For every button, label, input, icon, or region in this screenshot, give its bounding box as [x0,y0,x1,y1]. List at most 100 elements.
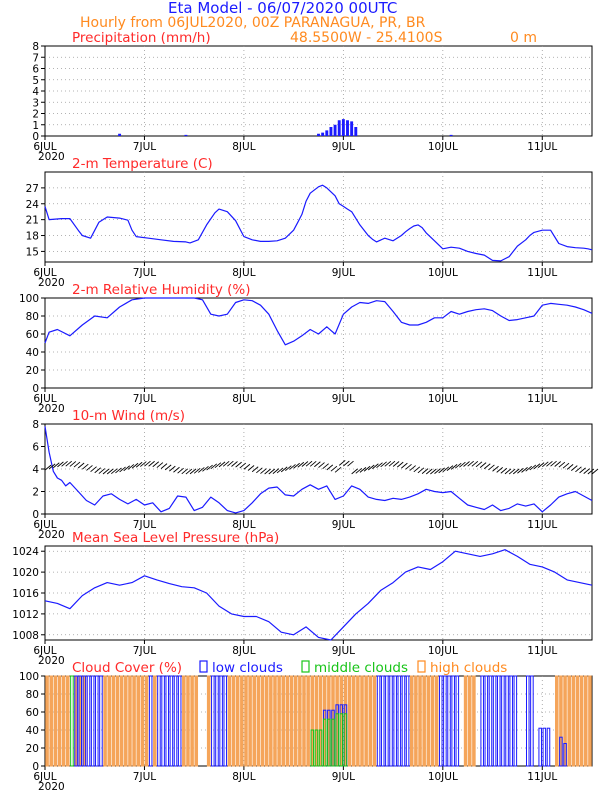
low-clouds-bar [538,727,542,767]
low-clouds-bar [397,675,402,767]
x-tick-sublabel: 2020 [38,403,65,415]
wind-barb [52,462,60,469]
low-clouds-bar [380,675,385,767]
high-clouds-bar [111,675,116,767]
wind-barb [206,464,213,471]
high-clouds-bar [472,675,476,767]
wind-barb [500,467,508,474]
x-tick-label: 11JUL [527,267,557,279]
wind-barb [181,468,189,475]
x-tick-label: 9JUL [332,519,355,531]
wind-barb [227,460,234,467]
precip-bar [337,120,341,136]
wind-barb [512,468,520,475]
wind-barb [82,463,89,470]
x-tick-label: 8JUL [232,771,255,783]
low-clouds-bar [447,675,451,767]
temperature-panel: 15 18 21 24 27 6JUL2020 7JUL 8JUL 9JUL 10JUL 11JUL… [26,156,593,289]
y-tick-label: 2 [32,109,39,121]
y-tick-label: 27 [26,183,39,195]
wind-barb [57,461,64,468]
high-clouds-bar [140,675,145,767]
x-tick-label: 8JUL [232,645,255,657]
high-clouds-bar [66,675,70,767]
wind-barb [214,462,222,469]
wind-barb [156,462,164,468]
y-tick-label: 6 [32,442,39,454]
high-clouds-bar [264,675,269,767]
y-tick-label: 4 [32,464,39,476]
high-clouds-bar [360,675,364,767]
high-clouds-bar [182,675,186,767]
header-elevation: 0 m [510,30,537,46]
y-tick-label: 1020 [12,567,39,579]
precip-bar [350,121,354,136]
y-tick-label: 80 [26,311,39,323]
wind-barb [446,465,454,471]
wind-barb [231,461,238,467]
wind-barb [98,468,106,474]
wind-barb [421,468,429,474]
wind-barb [152,461,160,468]
low-clouds-bar [513,675,518,767]
high-clouds-bar [49,675,53,767]
high-clouds-bar [244,675,248,767]
high-clouds-bar [293,675,298,767]
high-clouds-bar [414,675,418,767]
wind-barb [314,461,321,468]
x-tick-label: 6JUL [33,519,56,531]
wind-barb [396,461,404,468]
high-clouds-bar [269,675,273,767]
y-tick-label: 60 [26,707,39,719]
wind-barb [164,464,172,471]
wind-barb [347,460,354,467]
wind-barb [591,468,599,475]
y-tick-label: 0 [32,509,39,521]
high-clouds-bar [57,675,62,767]
wind-barb [425,468,433,475]
wind-barb [202,465,209,472]
high-clouds-bar [285,675,290,767]
low-clouds-bar [505,675,509,767]
middle-clouds-bar [327,718,331,767]
high-clouds-bar [61,675,66,767]
x-tick-label: 7JUL [133,267,156,279]
low-clouds-bar [451,675,455,767]
x-tick-sublabel: 2020 [38,277,65,289]
low-clouds-bar [542,727,547,767]
high-clouds-bar [186,675,190,767]
low-clouds-bar [546,727,551,767]
wind-barb [475,461,483,468]
y-tick-label: 18 [26,231,39,243]
wind-barb [380,461,387,468]
low-clouds-bar [219,675,223,767]
x-tick-label: 8JUL [232,393,255,405]
y-tick-label: 1012 [12,609,39,621]
wind-barb [413,466,421,473]
y-tick-label: 1008 [12,630,39,642]
middle-clouds-bar [70,675,74,767]
y-tick-label: 0 [32,131,39,143]
x-tick-label: 8JUL [232,141,255,153]
panel-title: Precipitation (mm/h) [72,30,211,46]
low-clouds-bar [99,675,103,767]
wind-barb [434,468,441,474]
high-clouds-bar [575,675,580,767]
high-clouds-bar [144,675,149,767]
legend-high-clouds-label: high clouds [430,660,507,676]
low-clouds-bar [509,675,513,767]
wind-barb [243,463,251,470]
high-clouds-bar [281,675,286,767]
x-tick-label: 9JUL [332,393,355,405]
wind-barb [90,466,97,473]
wind-panel: 0 2 4 6 8 6JUL2020 7JUL 8JUL 9JUL 10JUL 11JUL 10-m … [32,408,599,541]
wind-barb [496,467,503,473]
wind-barb [372,463,379,470]
high-clouds-bar [231,675,236,767]
high-clouds-bar [368,675,373,767]
wind-barb [587,468,595,475]
low-clouds-bar [177,675,182,767]
x-tick-label: 8JUL [232,267,255,279]
wind-barb [123,465,131,472]
wind-barb [417,467,425,474]
